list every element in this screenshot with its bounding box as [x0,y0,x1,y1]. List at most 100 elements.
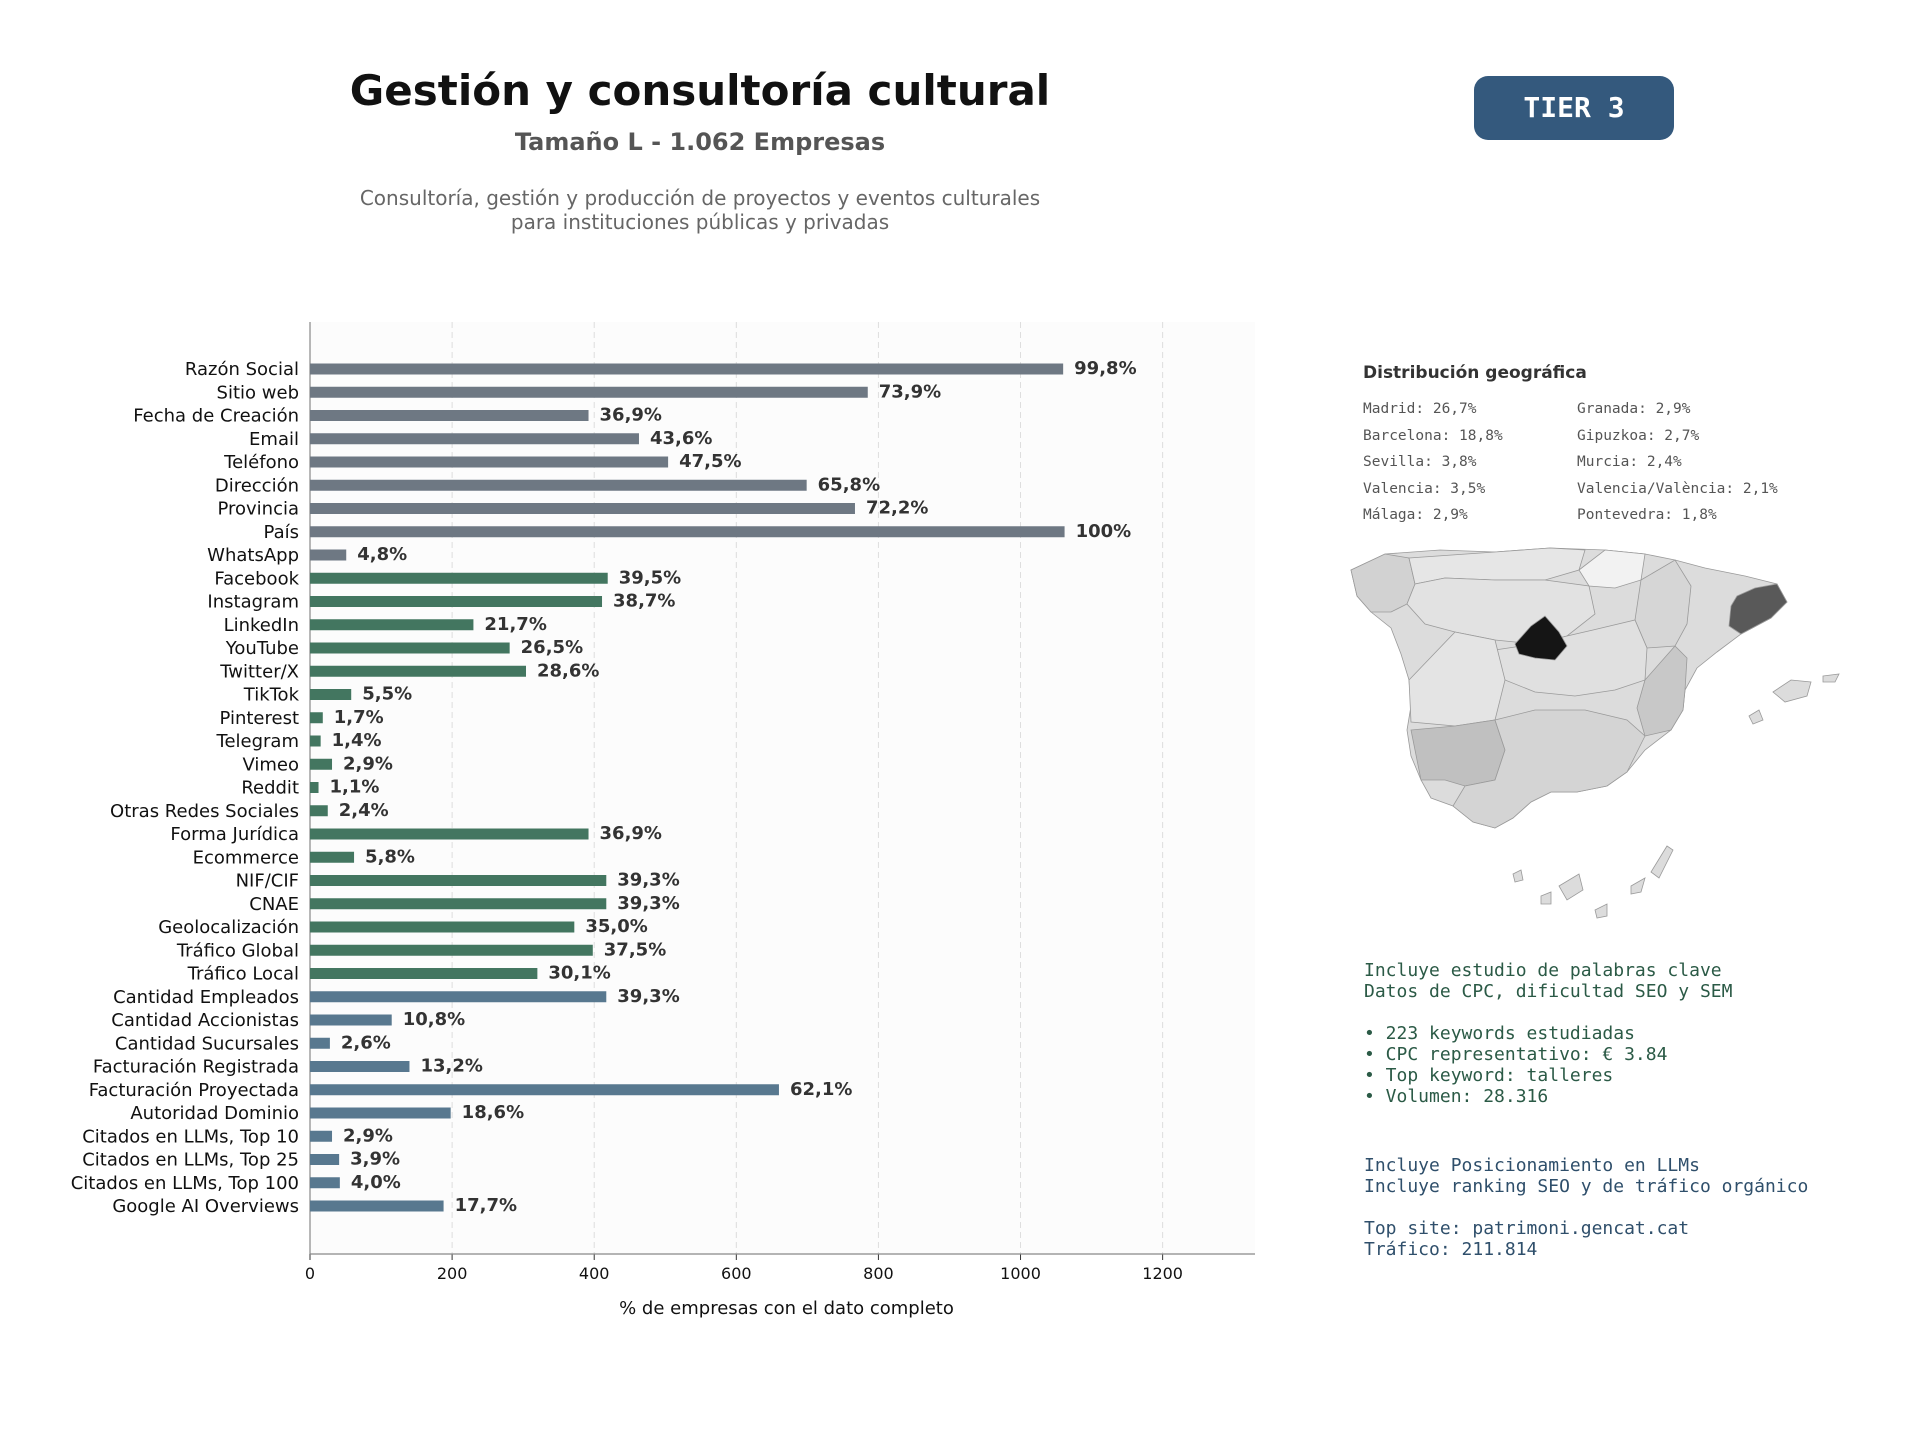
llm-line-4: Tráfico: 211.814 [1364,1239,1538,1260]
data-label: 21,7% [484,614,546,635]
category-label: Cantidad Sucursales [115,1033,299,1054]
category-label: Ecommerce [193,847,299,868]
data-label: 4,0% [351,1172,401,1193]
data-label: 39,3% [617,893,679,914]
geo-item: Gipuzkoa: 2,7% [1577,427,1700,444]
map-region-canarias-6 [1650,845,1674,879]
bar [310,410,589,421]
category-label: TikTok [243,685,300,706]
category-label: Razón Social [185,359,299,380]
data-label: 38,7% [613,591,675,612]
bar [310,1014,392,1026]
bar [310,572,608,584]
data-label: 73,9% [879,381,941,402]
keywords-line-2: Datos de CPC, dificultad SEO y SEM [1364,981,1733,1002]
x-tick-label: 400 [579,1264,610,1283]
bar [310,689,352,700]
map-region-andalucia-east [1452,709,1646,829]
page-subtitle: Tamaño L - 1.062 Empresas [514,128,886,156]
data-label: 5,8% [365,846,415,867]
category-label: Dirección [215,475,299,496]
data-label: 1,1% [330,777,380,798]
data-label: 62,1% [790,1079,852,1100]
bar [310,1107,451,1119]
category-label: Autoridad Dominio [130,1103,299,1124]
data-label: 13,2% [420,1056,482,1077]
data-label: 39,5% [619,567,681,588]
category-label: Reddit [241,778,299,799]
data-label: 47,5% [679,451,741,472]
bar [310,875,607,886]
geo-item: Valencia/València: 2,1% [1577,480,1778,497]
map-region-andalucia-west [1410,719,1506,787]
map-region-galicia [1350,553,1416,613]
bar [310,503,855,514]
category-label: Forma Jurídica [170,824,299,845]
map-region-baleares-menorca [1822,673,1840,683]
map-region-extremadura [1408,631,1506,727]
x-tick-label: 800 [863,1264,894,1283]
category-label: Otras Redes Sociales [110,801,299,822]
map-region-catalonia [1728,583,1788,635]
data-label: 37,5% [604,939,666,960]
category-label: País [264,522,299,543]
data-label: 18,6% [462,1102,524,1123]
spacer [1364,1002,1732,1023]
bar [310,968,538,979]
x-tick-label: 0 [305,1264,315,1283]
bar [310,1154,340,1165]
map-region-canarias-5 [1630,877,1646,895]
category-label: Fecha de Creación [133,406,299,427]
llm-line-2: Incluye ranking SEO y de tráfico orgánic… [1364,1176,1809,1197]
geo-item: Murcia: 2,4% [1577,454,1682,470]
x-tick-label: 1000 [1000,1264,1041,1283]
bar [310,665,526,677]
geo-item: Valencia: 3,5% [1363,480,1486,497]
category-label: CNAE [249,894,299,915]
category-label: Sitio web [217,382,299,403]
description-line-1: Consultoría, gestión y producción de pro… [359,186,1041,210]
data-label: 35,0% [585,916,647,937]
x-tick-label: 200 [437,1264,468,1283]
keywords-line-1: Incluye estudio de palabras clave [1364,960,1722,981]
geo-item: Madrid: 26,7% [1363,401,1477,417]
data-label: 26,5% [521,637,583,658]
tier-badge: TIER 3 [1474,76,1674,140]
category-label: LinkedIn [224,615,299,636]
category-label: Geolocalización [158,917,299,938]
data-label: 5,5% [362,684,412,705]
data-label: 65,8% [818,474,880,495]
bar [310,851,355,863]
bar [310,596,603,607]
bar [310,1177,340,1189]
bar [310,386,868,398]
bar [310,944,593,956]
geo-item: Sevilla: 3,8% [1363,454,1477,470]
bar [310,805,328,817]
category-label: Email [249,429,299,450]
description-line-2: para instituciones públicas y privadas [510,210,890,234]
spain-map [1350,547,1840,919]
geo-item: Granada: 2,9% [1577,401,1691,417]
category-label: WhatsApp [207,545,299,566]
bar [310,921,575,933]
data-label: 39,3% [617,986,679,1007]
bar [310,549,347,561]
bar [310,433,639,445]
category-label: Citados en LLMs, Top 10 [82,1126,299,1147]
data-label: 39,3% [617,870,679,891]
bar [310,758,333,770]
bar [310,712,323,724]
map-region-valencia [1636,645,1688,737]
llm-line-3: Top site: patrimoni.gencat.cat [1364,1218,1690,1239]
category-label: Pinterest [219,708,299,729]
bar [310,782,319,793]
bar [310,1130,333,1142]
data-label: 4,8% [357,544,407,565]
bar [310,619,474,631]
data-label: 10,8% [403,1009,465,1030]
keywords-info: Incluye estudio de palabras clave Datos … [1364,960,1732,1107]
category-label: Tráfico Local [187,964,299,985]
data-label: 2,4% [339,800,389,821]
map-region-baleares-mallorca [1772,679,1812,703]
